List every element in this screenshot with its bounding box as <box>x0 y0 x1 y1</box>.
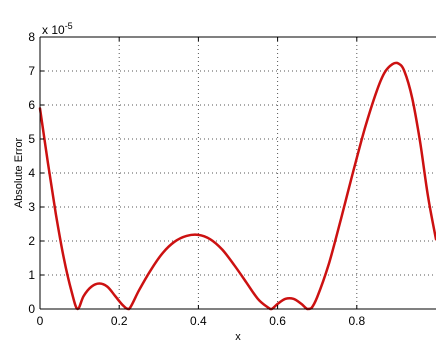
y-tick-label: 7 <box>28 64 35 78</box>
y-exponent-base: x 10 <box>42 23 65 37</box>
y-tick-label: 6 <box>28 98 35 112</box>
x-tick-label: 0.4 <box>190 314 207 328</box>
y-exponent-power: -5 <box>65 21 73 31</box>
x-tick-label: 0.6 <box>269 314 286 328</box>
y-tick-label: 8 <box>28 30 35 44</box>
y-exponent-label: x 10-5 <box>42 21 73 37</box>
y-tick-label: 1 <box>28 268 35 282</box>
y-axis-label: Absolute Error <box>13 138 25 209</box>
series-line-absolute-error <box>38 61 436 311</box>
y-tick-label: 5 <box>28 132 35 146</box>
y-tick-label: 0 <box>28 302 35 316</box>
x-tick-label: 0.8 <box>348 314 365 328</box>
y-tick-label: 2 <box>28 234 35 248</box>
x-axis-label: x <box>235 331 241 342</box>
y-tick-labels: 0 1 2 3 4 5 6 7 8 <box>28 30 35 316</box>
tick-marks <box>39 36 358 310</box>
y-tick-label: 3 <box>28 200 35 214</box>
x-tick-labels: 0 0.2 0.4 0.6 0.8 <box>37 314 366 328</box>
x-tick-label: 0.2 <box>111 314 128 328</box>
x-tick-label: 0 <box>37 314 44 328</box>
grid <box>40 37 436 309</box>
plot-area <box>40 37 436 309</box>
y-tick-label: 4 <box>28 166 35 180</box>
